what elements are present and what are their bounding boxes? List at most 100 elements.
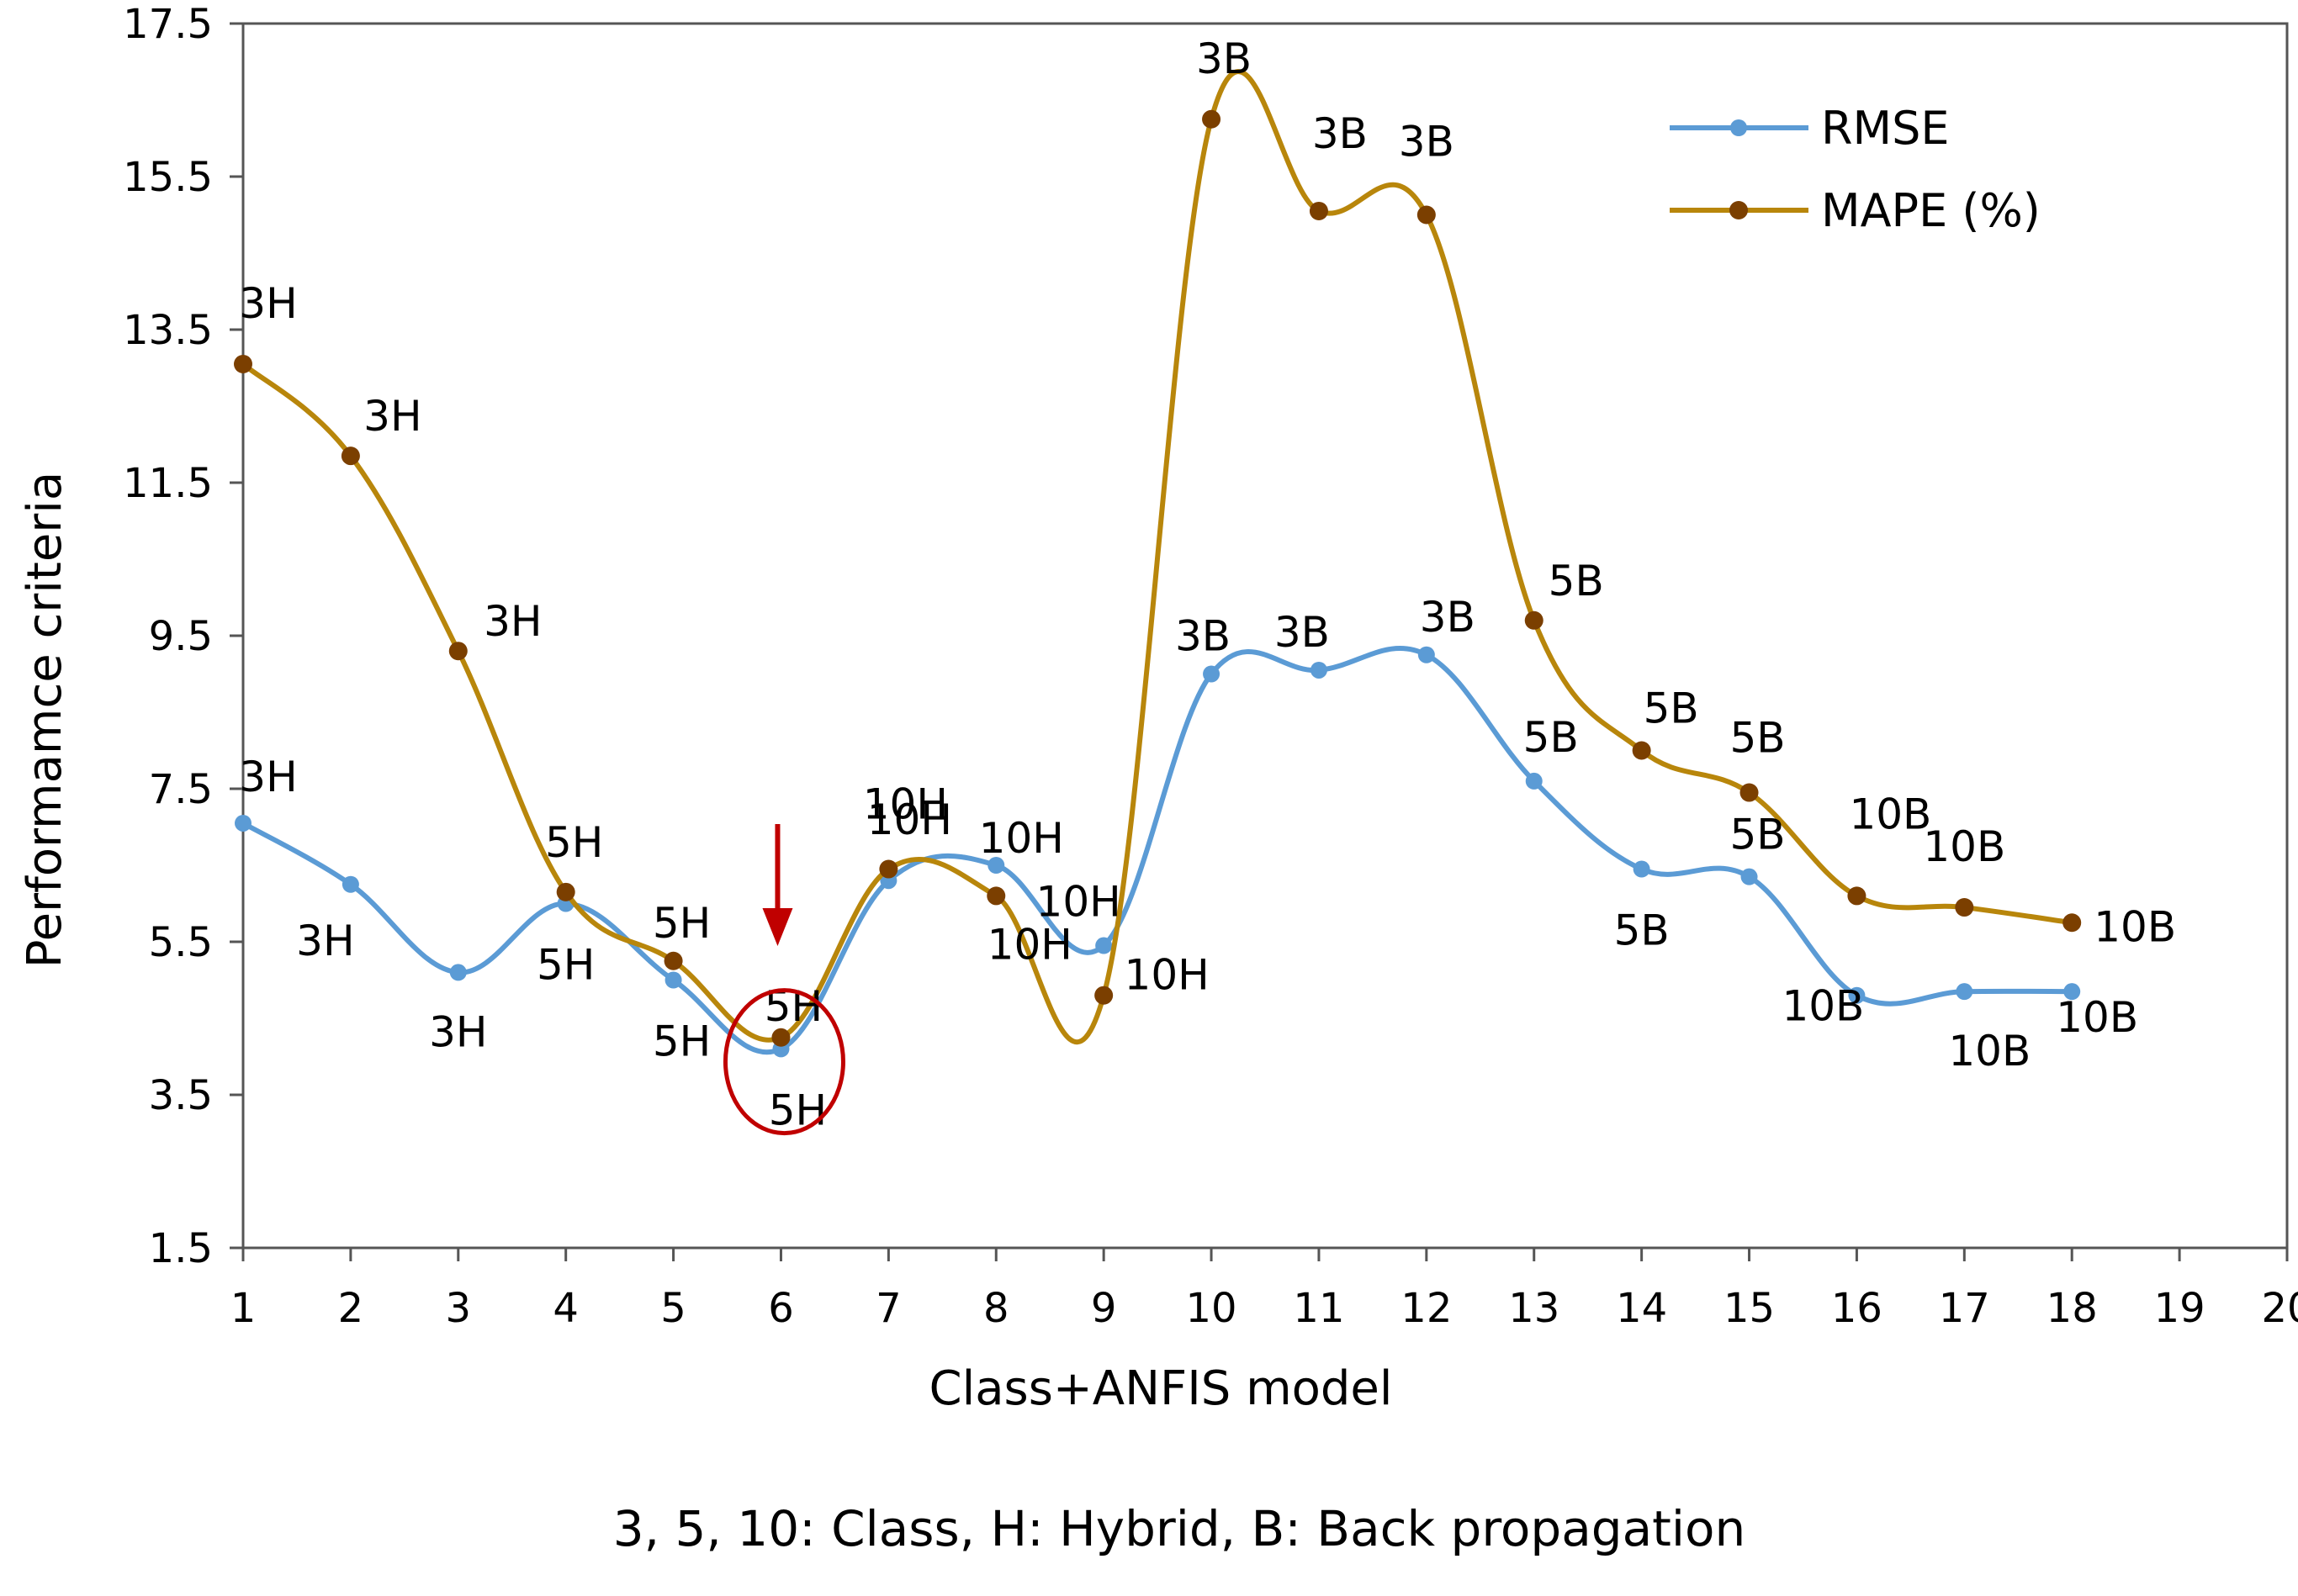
axes: 1.5 3.5 5.5 7.5 9.5 11.5 13.5 15.5 17.5 1 2 3 4 5 6 7 8 9… (123, 1, 2298, 1332)
x-tick-label: 3 (446, 1285, 472, 1332)
x-tick-label: 2 (338, 1285, 364, 1332)
y-tick-label: 7.5 (149, 766, 213, 813)
mape-point (448, 642, 468, 661)
y-tick-label: 11.5 (123, 460, 213, 507)
mape-point (1094, 986, 1114, 1005)
legend-mape-label: MAPE (%) (1821, 184, 2041, 237)
rmse-point (1417, 646, 1435, 663)
rmse-point (1203, 665, 1220, 683)
x-tick-label: 16 (1831, 1285, 1882, 1332)
x-tick-label: 5 (660, 1285, 686, 1332)
mape-data-label: 3H (239, 279, 297, 328)
rmse-point (1633, 860, 1650, 878)
mape-point (1739, 783, 1759, 802)
x-tick-label: 1 (230, 1285, 257, 1332)
rmse-data-label: 5H (537, 941, 595, 990)
mape-point (1416, 205, 1436, 225)
rmse-point (1740, 868, 1758, 885)
mape-data-label: 10H (988, 920, 1072, 969)
mape-point (234, 354, 252, 373)
rmse-data-label: 10B (1948, 1027, 2031, 1075)
rmse-data-label: 3B (1274, 608, 1330, 657)
x-tick-label: 14 (1616, 1285, 1667, 1332)
x-tick-label: 4 (553, 1285, 579, 1332)
mape-point (1309, 201, 1328, 220)
mape-point (664, 951, 683, 970)
mape-data-label: 5H (545, 818, 603, 867)
mape-point (987, 886, 1006, 906)
x-tick-label: 11 (1293, 1285, 1344, 1332)
mape-line (241, 69, 2073, 1044)
y-tick-label: 1.5 (149, 1225, 213, 1272)
rmse-data-label: 5H (769, 1086, 827, 1134)
x-axis-title: Class+ANFIS model (929, 1361, 1393, 1416)
rmse-data-label: 5B (1523, 713, 1579, 762)
rmse-point (988, 857, 1005, 874)
x-tick-label: 18 (2046, 1285, 2098, 1332)
rmse-point (1848, 986, 1866, 1004)
rmse-point (1956, 983, 1973, 1001)
mape-data-label: 5B (1644, 684, 1699, 733)
mape-data-label: 10B (1923, 822, 2005, 871)
x-tick-label: 17 (1939, 1285, 1990, 1332)
x-tick-label: 15 (1724, 1285, 1775, 1332)
y-tick-label: 5.5 (149, 919, 213, 966)
rmse-data-label: 10H (1036, 878, 1121, 927)
rmse-data-label: 3H (239, 753, 297, 801)
mape-point (1524, 610, 1543, 630)
x-tick-label: 9 (1091, 1285, 1117, 1332)
rmse-data-label: 10B (2056, 993, 2138, 1042)
mape-point (771, 1028, 791, 1047)
rmse-data-label: 10H (979, 814, 1064, 863)
rmse-point (449, 964, 467, 981)
y-tick-label: 17.5 (123, 1, 213, 48)
mape-data-label: 3H (484, 597, 542, 646)
rmse-data-label: 5B (1614, 906, 1670, 955)
x-tick-label: 20 (2261, 1285, 2298, 1332)
mape-point (1955, 898, 1974, 917)
rmse-point (235, 814, 252, 832)
rmse-data-label: 3B (1420, 593, 1475, 642)
rmse-point (1310, 661, 1327, 679)
x-tick-label: 6 (768, 1285, 794, 1332)
mape-data-label: 5B (1549, 557, 1604, 605)
rmse-data-label: 5H (653, 1017, 711, 1066)
mape-data-label: 3H (363, 392, 421, 441)
mape-point (556, 882, 575, 901)
rmse-data-label: 5B (1729, 811, 1785, 859)
x-tick-label: 8 (983, 1285, 1009, 1332)
highlight-circle (723, 988, 845, 1136)
mape-data-label: 3B (1196, 34, 1252, 83)
mape-point (879, 859, 898, 879)
mape-data-label: 10B (2094, 902, 2176, 951)
rmse-point (1525, 772, 1543, 790)
mape-point (1847, 886, 1866, 906)
y-tick-label: 15.5 (123, 154, 213, 201)
rmse-point (2063, 983, 2081, 1001)
x-tick-label: 10 (1186, 1285, 1237, 1332)
rmse-point (1095, 937, 1113, 954)
rmse-point (665, 971, 682, 989)
highlight-arrow-head (762, 908, 793, 946)
mape-data-label: 5B (1729, 714, 1785, 763)
x-tick-label: 19 (2154, 1285, 2205, 1332)
rmse-data-label: 3B (1175, 612, 1231, 661)
legend: RMSE MAPE (%) (1670, 102, 2041, 237)
y-axis-title: Performamce criteria (18, 472, 72, 968)
series-layer (234, 69, 2082, 1058)
highlight (723, 824, 845, 1136)
mape-data-label: 10H (1125, 951, 1210, 1000)
y-tick-label: 9.5 (149, 613, 213, 660)
mape-data-label: 3B (1312, 109, 1368, 158)
y-tick-label: 3.5 (149, 1072, 213, 1119)
rmse-data-label: 10H (867, 795, 952, 844)
y-tick-label: 13.5 (123, 307, 213, 354)
legend-mape-marker (1729, 201, 1748, 219)
mape-point (1632, 741, 1651, 760)
mape-point (2062, 913, 2082, 933)
x-tick-label: 7 (876, 1285, 902, 1332)
mape-point (341, 447, 360, 466)
mape-data-label: 5H (653, 899, 711, 948)
mape-data-label: 10B (1849, 790, 1931, 838)
